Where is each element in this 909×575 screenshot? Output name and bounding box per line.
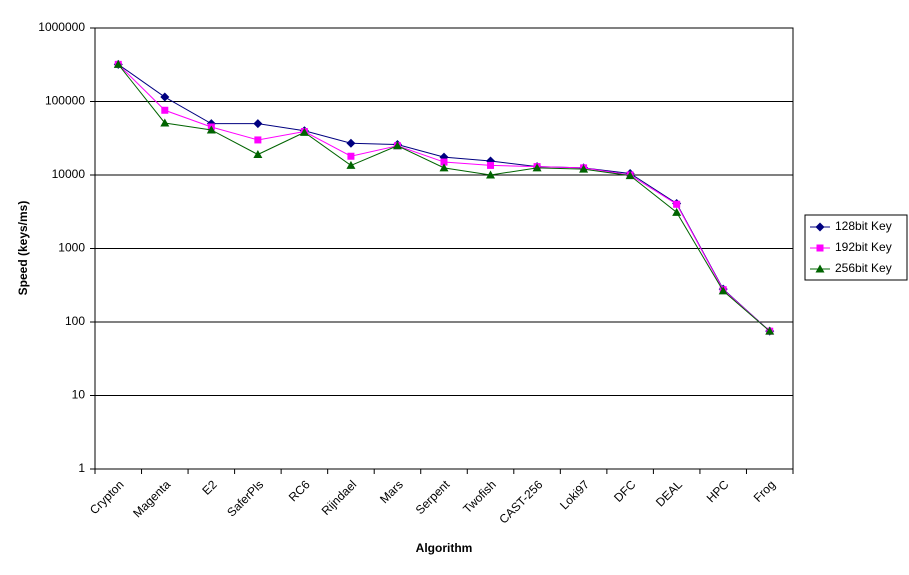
y-tick-label: 1: [78, 461, 85, 475]
data-point: [440, 158, 448, 166]
y-axis-title: Speed (keys/ms): [16, 201, 30, 296]
data-point: [160, 118, 170, 127]
data-point: [439, 163, 449, 172]
data-point: [299, 127, 309, 136]
data-point: [346, 138, 356, 148]
data-point: [160, 92, 170, 102]
data-point: [625, 171, 635, 180]
data-point: [253, 150, 263, 159]
legend-marker: [815, 222, 825, 232]
data-point: [673, 200, 681, 208]
x-tick-label: DEAL: [653, 477, 685, 509]
data-point: [206, 125, 216, 134]
data-point: [113, 59, 123, 68]
legend-label: 192bit Key: [835, 240, 892, 254]
x-tick-label: Rijndael: [319, 477, 360, 518]
legend-label: 128bit Key: [835, 219, 892, 233]
x-axis-title: Algorithm: [416, 541, 473, 555]
y-tick-label: 1000000: [38, 20, 85, 34]
data-point: [253, 119, 263, 129]
data-point: [486, 170, 496, 179]
y-tick-label: 100: [65, 314, 85, 328]
data-point: [672, 207, 682, 216]
legend-label: 256bit Key: [835, 261, 892, 275]
x-tick-label: Twofish: [460, 477, 499, 516]
data-point: [765, 326, 775, 335]
x-tick-label: SaferPls: [224, 477, 266, 519]
x-tick-label: Loki97: [557, 477, 592, 512]
x-tick-label: Frog: [751, 477, 778, 504]
data-point: [346, 160, 356, 169]
data-point: [161, 106, 169, 114]
data-point: [532, 163, 542, 172]
x-tick-label: HPC: [704, 477, 732, 505]
data-point: [579, 164, 589, 173]
legend-marker: [815, 264, 825, 273]
x-tick-label: Crypton: [87, 477, 127, 517]
x-tick-label: Magenta: [130, 477, 173, 520]
y-tick-label: 10000: [52, 167, 86, 181]
x-tick-label: RC6: [286, 477, 313, 504]
data-point: [347, 152, 355, 160]
y-tick-label: 10: [72, 388, 86, 402]
data-point: [254, 136, 262, 144]
data-point: [487, 161, 495, 169]
data-point: [392, 141, 402, 150]
y-tick-label: 100000: [45, 94, 85, 108]
legend-marker: [816, 244, 824, 252]
x-tick-label: DFC: [611, 477, 639, 505]
x-tick-label: Serpent: [413, 477, 453, 517]
data-point: [718, 286, 728, 295]
x-tick-label: Mars: [377, 477, 406, 506]
y-tick-label: 1000: [58, 241, 85, 255]
x-tick-label: CAST-256: [496, 477, 545, 526]
x-tick-label: E2: [199, 477, 220, 498]
